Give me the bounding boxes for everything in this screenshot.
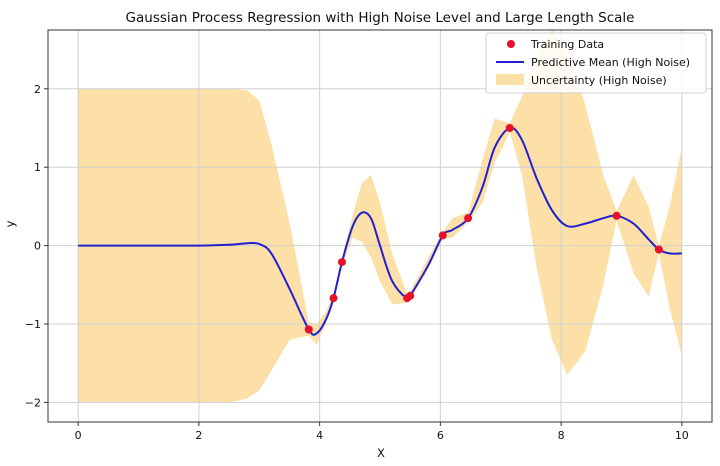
y-tick-label: 1: [34, 161, 41, 174]
chart-title: Gaussian Process Regression with High No…: [126, 10, 635, 26]
legend-mean-label: Predictive Mean (High Noise): [531, 56, 690, 69]
training-point: [329, 294, 338, 303]
axes-frame: [47, 29, 713, 423]
y-tick-label: −2: [25, 396, 41, 409]
plot-area: 0 2 4 6 8 10 −2 −1 0 1 2: [25, 29, 713, 442]
training-point: [438, 231, 447, 240]
training-point: [612, 211, 621, 220]
y-axis-label: y: [3, 220, 17, 227]
x-tick-label: 0: [75, 429, 82, 442]
legend-box: [485, 32, 707, 94]
legend-training-marker: [507, 40, 515, 48]
legend-uncertainty-swatch: [496, 74, 524, 85]
x-axis-label: X: [377, 446, 385, 460]
y-tick-label: 0: [34, 240, 41, 253]
training-point: [505, 124, 514, 132]
training-point: [337, 258, 346, 267]
x-tick-label: 4: [316, 429, 323, 442]
legend-uncertainty-label: Uncertainty (High Noise): [531, 74, 667, 87]
training-point: [654, 245, 663, 254]
uncertainty-band: [78, 30, 682, 403]
training-point: [406, 291, 415, 300]
training-point: [464, 214, 473, 223]
y-tick-label: 2: [34, 83, 41, 96]
training-point: [304, 325, 313, 334]
x-tick-label: 8: [558, 429, 565, 442]
x-tick-label: 2: [195, 429, 202, 442]
x-tick-label: 6: [437, 429, 444, 442]
legend-training-label: Training Data: [530, 38, 604, 51]
x-tick-label: 10: [675, 429, 689, 442]
y-tick-label: −1: [25, 318, 41, 331]
legend: Training Data Predictive Mean (High Nois…: [485, 32, 707, 94]
